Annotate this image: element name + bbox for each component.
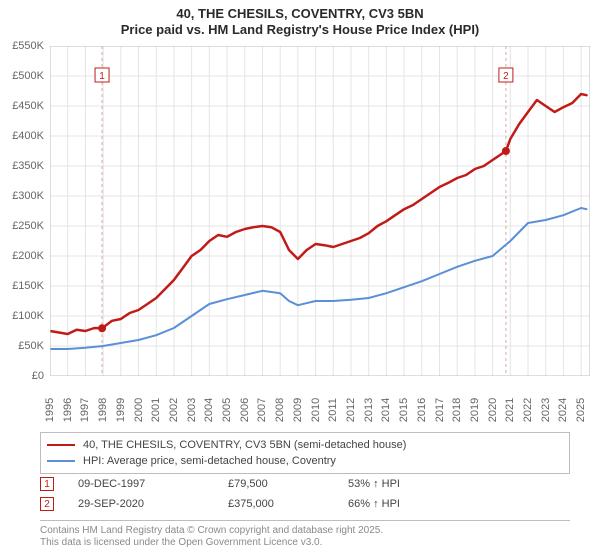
x-axis-labels: 1995199619971998199920002001200220032004…	[50, 380, 590, 430]
marker-price: £375,000	[228, 498, 348, 510]
y-tick-label: £400K	[0, 130, 44, 142]
legend-row: HPI: Average price, semi-detached house,…	[47, 453, 563, 469]
y-tick-label: £0	[0, 370, 44, 382]
x-tick-label: 2010	[310, 398, 322, 422]
x-tick-label: 2009	[292, 398, 304, 422]
x-tick-label: 2002	[168, 398, 180, 422]
y-tick-label: £200K	[0, 250, 44, 262]
x-tick-label: 2025	[575, 398, 587, 422]
footer-line1: Contains HM Land Registry data © Crown c…	[40, 525, 570, 537]
legend-swatch	[47, 460, 75, 462]
title-address: 40, THE CHESILS, COVENTRY, CV3 5BN	[0, 6, 600, 22]
marker-pct: 66% ↑ HPI	[348, 498, 468, 510]
x-tick-label: 2001	[150, 398, 162, 422]
chart-svg: 12	[50, 46, 590, 376]
x-tick-label: 2022	[522, 398, 534, 422]
marker-index-box: 1	[40, 477, 54, 491]
x-tick-label: 2024	[557, 398, 569, 422]
x-tick-label: 1996	[62, 398, 74, 422]
x-tick-label: 2013	[363, 398, 375, 422]
marker-row: 1 09-DEC-1997 £79,500 53% ↑ HPI	[40, 474, 570, 494]
title-subtitle: Price paid vs. HM Land Registry's House …	[0, 22, 600, 38]
x-tick-label: 2005	[221, 398, 233, 422]
x-tick-label: 2023	[540, 398, 552, 422]
title-block: 40, THE CHESILS, COVENTRY, CV3 5BN Price…	[0, 0, 600, 39]
marker-date: 29-SEP-2020	[78, 498, 228, 510]
y-tick-label: £300K	[0, 190, 44, 202]
x-tick-label: 2020	[487, 398, 499, 422]
x-tick-label: 1997	[79, 398, 91, 422]
x-tick-label: 1995	[44, 398, 56, 422]
x-tick-label: 2015	[398, 398, 410, 422]
x-tick-label: 2011	[327, 398, 339, 422]
x-tick-label: 2021	[504, 398, 516, 422]
x-tick-label: 2018	[451, 398, 463, 422]
x-tick-label: 2019	[469, 398, 481, 422]
footer: Contains HM Land Registry data © Crown c…	[40, 520, 570, 549]
chart-area: 12	[50, 46, 590, 376]
y-tick-label: £500K	[0, 70, 44, 82]
x-tick-label: 2007	[256, 398, 268, 422]
legend-label: 40, THE CHESILS, COVENTRY, CV3 5BN (semi…	[83, 439, 406, 451]
x-tick-label: 2004	[203, 398, 215, 422]
marker-table: 1 09-DEC-1997 £79,500 53% ↑ HPI 2 29-SEP…	[40, 474, 570, 514]
x-tick-label: 1999	[115, 398, 127, 422]
y-tick-label: £350K	[0, 160, 44, 172]
x-tick-label: 2008	[274, 398, 286, 422]
marker-pct: 53% ↑ HPI	[348, 478, 468, 490]
marker-row: 2 29-SEP-2020 £375,000 66% ↑ HPI	[40, 494, 570, 514]
legend-swatch	[47, 444, 75, 446]
legend: 40, THE CHESILS, COVENTRY, CV3 5BN (semi…	[40, 432, 570, 474]
y-tick-label: £550K	[0, 40, 44, 52]
x-tick-label: 2003	[186, 398, 198, 422]
y-tick-label: £150K	[0, 280, 44, 292]
svg-text:1: 1	[99, 71, 105, 82]
x-tick-label: 2017	[434, 398, 446, 422]
x-tick-label: 1998	[97, 398, 109, 422]
svg-text:2: 2	[503, 71, 509, 82]
x-tick-label: 2012	[345, 398, 357, 422]
footer-line2: This data is licensed under the Open Gov…	[40, 537, 570, 549]
y-tick-label: £100K	[0, 310, 44, 322]
marker-date: 09-DEC-1997	[78, 478, 228, 490]
y-tick-label: £250K	[0, 220, 44, 232]
y-tick-label: £50K	[0, 340, 44, 352]
legend-row: 40, THE CHESILS, COVENTRY, CV3 5BN (semi…	[47, 437, 563, 453]
legend-label: HPI: Average price, semi-detached house,…	[83, 455, 336, 467]
marker-price: £79,500	[228, 478, 348, 490]
chart-container: 40, THE CHESILS, COVENTRY, CV3 5BN Price…	[0, 0, 600, 560]
x-tick-label: 2006	[239, 398, 251, 422]
x-tick-label: 2000	[133, 398, 145, 422]
marker-index-box: 2	[40, 497, 54, 511]
x-tick-label: 2016	[416, 398, 428, 422]
x-tick-label: 2014	[380, 398, 392, 422]
y-tick-label: £450K	[0, 100, 44, 112]
